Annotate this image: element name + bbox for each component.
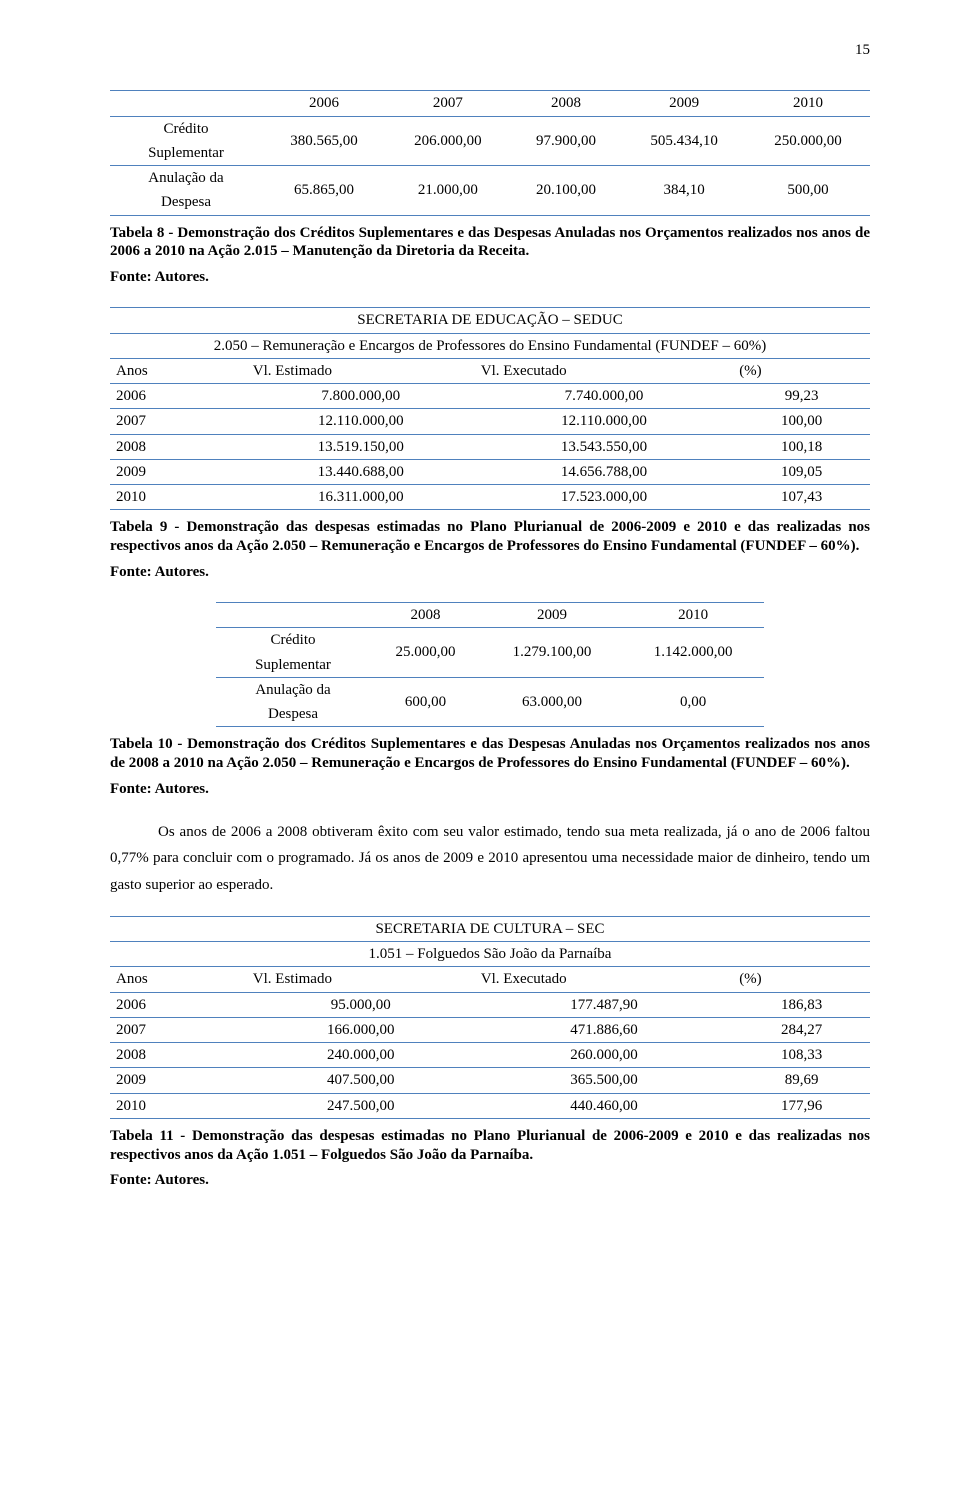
cell: 13.543.550,00 — [475, 434, 733, 459]
cell: 2007 — [110, 1017, 247, 1042]
cell: 240.000,00 — [247, 1043, 475, 1068]
row-label: Crédito — [110, 116, 262, 141]
cell: 2007 — [110, 409, 247, 434]
cell: 2009 — [110, 459, 247, 484]
cell: 2010 — [110, 1093, 247, 1118]
table-credito-anulacao-2006-2010: 2006 2007 2008 2009 2010 Crédito 380.565… — [110, 90, 870, 215]
cell: 600,00 — [370, 677, 482, 727]
cell: 0,00 — [623, 677, 764, 727]
row-label: Anulação da — [110, 166, 262, 191]
col-year: 2008 — [370, 603, 482, 628]
cell: 505.434,10 — [622, 116, 746, 166]
col-header: (%) — [733, 358, 870, 383]
cell: 166.000,00 — [247, 1017, 475, 1042]
col-year: 2009 — [622, 91, 746, 116]
fonte-label: Fonte: Autores. — [110, 267, 870, 287]
cell: 186,83 — [733, 992, 870, 1017]
cell: 97.900,00 — [510, 116, 622, 166]
cell: 7.800.000,00 — [247, 384, 475, 409]
col-year: 2010 — [746, 91, 870, 116]
cell: 63.000,00 — [482, 677, 623, 727]
cell: 247.500,00 — [247, 1093, 475, 1118]
table-sec: SECRETARIA DE CULTURA – SEC 1.051 – Folg… — [110, 916, 870, 1119]
cell: 100,18 — [733, 434, 870, 459]
cell: 65.865,00 — [262, 166, 386, 216]
cell: 12.110.000,00 — [247, 409, 475, 434]
action-header: 2.050 – Remuneração e Encargos de Profes… — [110, 333, 870, 358]
cell: 500,00 — [746, 166, 870, 216]
cell: 250.000,00 — [746, 116, 870, 166]
col-year: 2007 — [386, 91, 510, 116]
cell: 284,27 — [733, 1017, 870, 1042]
col-year: 2008 — [510, 91, 622, 116]
cell: 2010 — [110, 485, 247, 510]
cell: 2008 — [110, 1043, 247, 1068]
cell: 107,43 — [733, 485, 870, 510]
cell: 440.460,00 — [475, 1093, 733, 1118]
row-label: Despesa — [216, 702, 369, 727]
cell: 1.279.100,00 — [482, 628, 623, 678]
cell: 407.500,00 — [247, 1068, 475, 1093]
cell: 384,10 — [622, 166, 746, 216]
col-header: Vl. Executado — [475, 358, 733, 383]
table-seduc: SECRETARIA DE EDUCAÇÃO – SEDUC 2.050 – R… — [110, 307, 870, 510]
table-credito-anulacao-2008-2010: 2008 2009 2010 Crédito 25.000,00 1.279.1… — [216, 602, 763, 727]
cell: 7.740.000,00 — [475, 384, 733, 409]
col-year: 2009 — [482, 603, 623, 628]
row-label: Anulação da — [216, 677, 369, 702]
cell: 14.656.788,00 — [475, 459, 733, 484]
col-header: Vl. Estimado — [247, 967, 475, 992]
cell: 108,33 — [733, 1043, 870, 1068]
cell: 100,00 — [733, 409, 870, 434]
cell: 206.000,00 — [386, 116, 510, 166]
cell: 12.110.000,00 — [475, 409, 733, 434]
cell: 95.000,00 — [247, 992, 475, 1017]
page-number: 15 — [110, 40, 870, 60]
org-header: SECRETARIA DE CULTURA – SEC — [110, 916, 870, 941]
col-header: Vl. Estimado — [247, 358, 475, 383]
cell: 380.565,00 — [262, 116, 386, 166]
cell: 21.000,00 — [386, 166, 510, 216]
col-year: 2006 — [262, 91, 386, 116]
cell: 2009 — [110, 1068, 247, 1093]
cell: 16.311.000,00 — [247, 485, 475, 510]
cell: 2006 — [110, 992, 247, 1017]
body-paragraph: Os anos de 2006 a 2008 obtiveram êxito c… — [110, 819, 870, 898]
col-header: (%) — [733, 967, 870, 992]
cell: 471.886,60 — [475, 1017, 733, 1042]
table-caption-8: Tabela 8 - Demonstração dos Créditos Sup… — [110, 224, 870, 262]
fonte-label: Fonte: Autores. — [110, 1170, 870, 1190]
fonte-label: Fonte: Autores. — [110, 779, 870, 799]
cell: 177,96 — [733, 1093, 870, 1118]
cell: 2006 — [110, 384, 247, 409]
col-header: Anos — [110, 967, 247, 992]
cell: 365.500,00 — [475, 1068, 733, 1093]
table-caption-9: Tabela 9 - Demonstração das despesas est… — [110, 518, 870, 556]
row-label: Suplementar — [216, 653, 369, 678]
row-label: Despesa — [110, 190, 262, 215]
cell: 89,69 — [733, 1068, 870, 1093]
action-header: 1.051 – Folguedos São João da Parnaíba — [110, 942, 870, 967]
table-caption-11: Tabela 11 - Demonstração das despesas es… — [110, 1127, 870, 1165]
cell: 13.440.688,00 — [247, 459, 475, 484]
col-header: Anos — [110, 358, 247, 383]
cell: 99,23 — [733, 384, 870, 409]
org-header: SECRETARIA DE EDUCAÇÃO – SEDUC — [110, 308, 870, 333]
fonte-label: Fonte: Autores. — [110, 562, 870, 582]
cell: 1.142.000,00 — [623, 628, 764, 678]
cell: 20.100,00 — [510, 166, 622, 216]
table-caption-10: Tabela 10 - Demonstração dos Créditos Su… — [110, 735, 870, 773]
col-year: 2010 — [623, 603, 764, 628]
cell: 177.487,90 — [475, 992, 733, 1017]
cell: 25.000,00 — [370, 628, 482, 678]
col-header: Vl. Executado — [475, 967, 733, 992]
cell: 109,05 — [733, 459, 870, 484]
cell: 2008 — [110, 434, 247, 459]
row-label: Suplementar — [110, 141, 262, 166]
row-label: Crédito — [216, 628, 369, 653]
cell: 13.519.150,00 — [247, 434, 475, 459]
cell: 17.523.000,00 — [475, 485, 733, 510]
cell: 260.000,00 — [475, 1043, 733, 1068]
